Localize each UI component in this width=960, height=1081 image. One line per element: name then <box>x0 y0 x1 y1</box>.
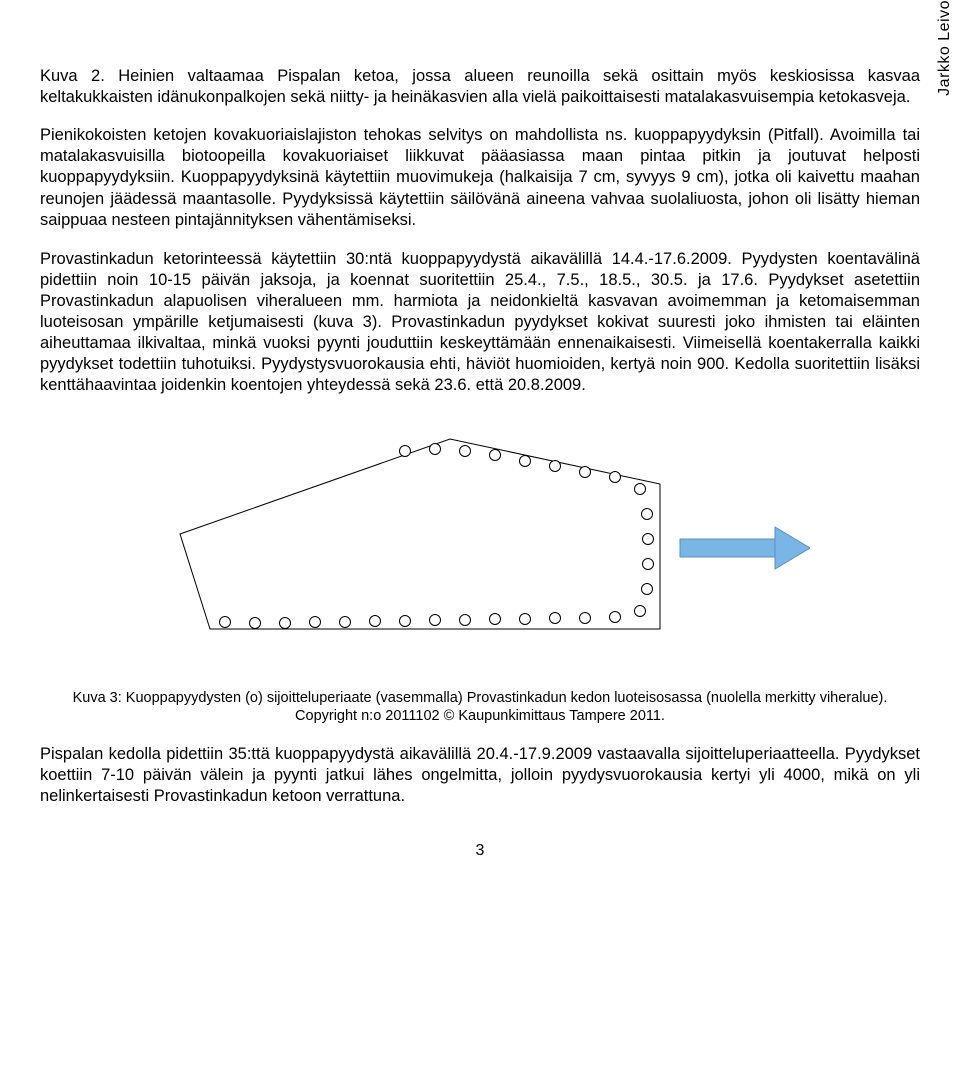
document-page: Jarkko Leivo Kuva 2. Heinien valtaamaa P… <box>0 0 960 890</box>
figure-2-caption: Kuva 2. Heinien valtaamaa Pispalan ketoa… <box>40 66 920 107</box>
paragraph-1: Pienikokoisten ketojen kovakuoriaislajis… <box>40 125 920 231</box>
photo-credit: Jarkko Leivo <box>936 0 954 96</box>
figure-3-diagram <box>150 419 810 669</box>
paragraph-3: Pispalan kedolla pidettiin 35:ttä kuoppa… <box>40 744 920 807</box>
page-number: 3 <box>40 842 920 860</box>
paragraph-2: Provastinkadun ketorinteessä käytettiin … <box>40 249 920 397</box>
figure-3-caption: Kuva 3: Kuoppapyydysten (o) sijoittelupe… <box>70 689 890 727</box>
